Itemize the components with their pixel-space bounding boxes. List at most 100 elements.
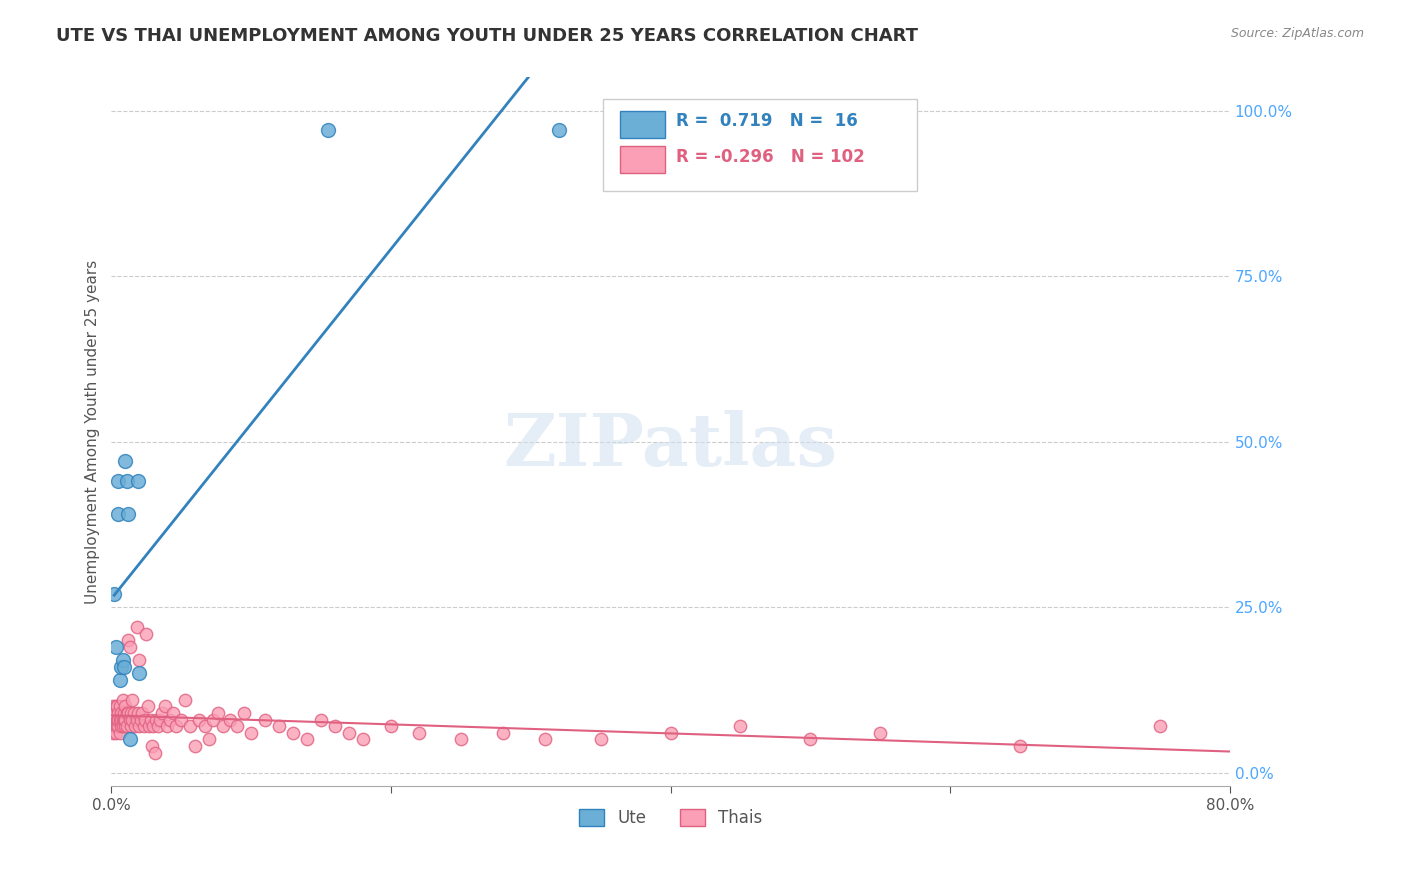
Point xyxy=(1149,719,1171,733)
Point xyxy=(799,732,821,747)
Point xyxy=(114,713,136,727)
Point xyxy=(110,706,132,720)
Point xyxy=(202,713,225,727)
Point xyxy=(120,706,142,720)
Point xyxy=(128,666,150,681)
Point xyxy=(492,726,515,740)
Point xyxy=(145,713,167,727)
Point xyxy=(108,673,131,687)
Point xyxy=(337,726,360,740)
Point xyxy=(118,640,141,654)
Point xyxy=(240,726,263,740)
Point xyxy=(122,706,145,720)
Point xyxy=(156,719,179,733)
Point xyxy=(170,713,193,727)
Text: Source: ZipAtlas.com: Source: ZipAtlas.com xyxy=(1230,27,1364,40)
Point xyxy=(198,732,221,747)
FancyBboxPatch shape xyxy=(620,146,665,173)
Point xyxy=(114,719,136,733)
Point xyxy=(117,633,139,648)
Point xyxy=(107,475,129,489)
Point xyxy=(111,713,134,727)
Point xyxy=(269,719,291,733)
Point xyxy=(150,706,173,720)
Point xyxy=(408,726,430,740)
Point xyxy=(101,726,124,740)
Point xyxy=(110,719,132,733)
Point xyxy=(141,739,163,753)
Point xyxy=(127,706,149,720)
Point xyxy=(128,653,150,667)
Point xyxy=(114,454,136,468)
Point xyxy=(104,726,127,740)
Point xyxy=(352,732,374,747)
Point xyxy=(107,706,129,720)
Point xyxy=(111,653,134,667)
Point xyxy=(159,713,181,727)
Point xyxy=(121,713,143,727)
Point xyxy=(118,713,141,727)
Point xyxy=(104,719,127,733)
Point xyxy=(103,706,125,720)
Point xyxy=(212,719,235,733)
Point xyxy=(107,719,129,733)
Point xyxy=(659,726,682,740)
Point xyxy=(139,713,162,727)
Point xyxy=(107,713,129,727)
Point xyxy=(194,719,217,733)
Point xyxy=(111,692,134,706)
Point xyxy=(128,719,150,733)
Point xyxy=(115,719,138,733)
Point xyxy=(179,719,201,733)
Point xyxy=(105,719,128,733)
Point xyxy=(869,726,891,740)
Point xyxy=(162,706,184,720)
Point xyxy=(121,692,143,706)
Point xyxy=(125,713,148,727)
Point xyxy=(132,719,155,733)
Point xyxy=(165,719,187,733)
Point xyxy=(101,719,124,733)
Point xyxy=(103,713,125,727)
Point xyxy=(188,713,211,727)
Point xyxy=(101,713,124,727)
Point xyxy=(115,475,138,489)
Point xyxy=(153,699,176,714)
Point xyxy=(323,719,346,733)
Point xyxy=(110,659,132,673)
Point xyxy=(104,640,127,654)
Point xyxy=(105,713,128,727)
Point xyxy=(118,732,141,747)
Point xyxy=(108,699,131,714)
Point xyxy=(127,475,149,489)
Point xyxy=(112,706,135,720)
Text: ZIPatlas: ZIPatlas xyxy=(503,410,838,482)
Point xyxy=(134,713,156,727)
Text: R =  0.719   N =  16: R = 0.719 N = 16 xyxy=(676,112,858,130)
Point xyxy=(295,732,318,747)
Point xyxy=(281,726,304,740)
Point xyxy=(131,706,153,720)
Point xyxy=(149,713,172,727)
Point xyxy=(207,706,229,720)
Point xyxy=(142,719,165,733)
Text: R = -0.296   N = 102: R = -0.296 N = 102 xyxy=(676,148,865,166)
Point xyxy=(120,719,142,733)
Point xyxy=(117,508,139,522)
Point xyxy=(115,706,138,720)
Point xyxy=(112,713,135,727)
Point xyxy=(233,706,256,720)
Point xyxy=(450,732,472,747)
Point xyxy=(101,699,124,714)
Point xyxy=(108,713,131,727)
Legend: Ute, Thais: Ute, Thais xyxy=(572,803,769,834)
FancyBboxPatch shape xyxy=(620,111,665,137)
Text: UTE VS THAI UNEMPLOYMENT AMONG YOUTH UNDER 25 YEARS CORRELATION CHART: UTE VS THAI UNEMPLOYMENT AMONG YOUTH UND… xyxy=(56,27,918,45)
Point xyxy=(135,626,157,640)
Point xyxy=(111,719,134,733)
Point xyxy=(309,713,332,727)
Point xyxy=(129,713,152,727)
Point xyxy=(316,123,339,137)
Y-axis label: Unemployment Among Youth under 25 years: Unemployment Among Youth under 25 years xyxy=(86,260,100,604)
Point xyxy=(143,746,166,760)
